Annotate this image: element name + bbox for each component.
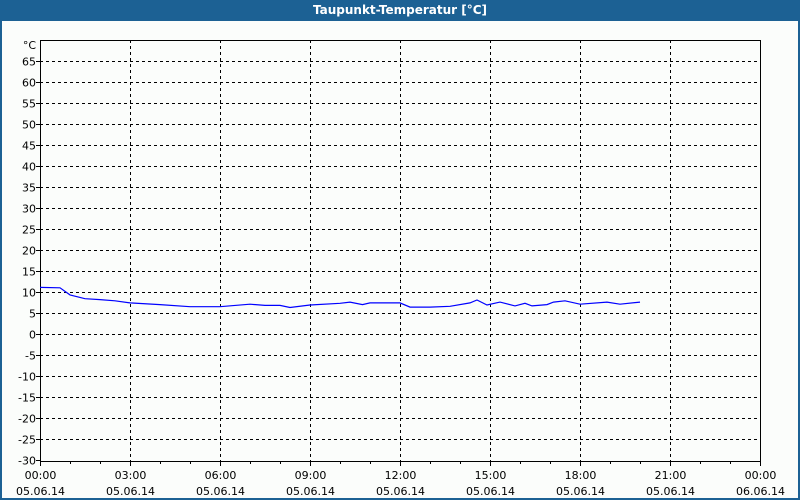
y-tick-label: 5	[29, 308, 36, 321]
x-tick-time: 00:00	[25, 469, 57, 482]
x-tick-date: 05.06.14	[556, 485, 605, 498]
x-tick-time: 15:00	[475, 469, 507, 482]
y-tick-label: -15	[18, 392, 36, 405]
y-tick-label: 45	[22, 140, 36, 153]
x-tick-time: 06:00	[205, 469, 237, 482]
y-tick-label: 55	[22, 98, 36, 111]
window-title: Taupunkt-Temperatur [°C]	[2, 0, 798, 21]
y-tick-label: 25	[22, 224, 36, 237]
y-axis-unit: °C	[23, 39, 37, 52]
x-tick-date: 05.06.14	[646, 485, 695, 498]
y-tick-label: 20	[22, 245, 36, 258]
x-tick-time: 18:00	[565, 469, 597, 482]
x-tick-time: 21:00	[655, 469, 687, 482]
x-tick-date: 05.06.14	[16, 485, 65, 498]
y-tick-label: 15	[22, 266, 36, 279]
x-tick-date: 05.06.14	[466, 485, 515, 498]
x-tick-date: 05.06.14	[196, 485, 245, 498]
y-tick-label: -25	[18, 434, 36, 447]
x-tick-date: 05.06.14	[376, 485, 425, 498]
x-tick-date: 06.06.14	[736, 485, 785, 498]
y-tick-label: 40	[22, 161, 36, 174]
y-tick-label: 35	[22, 182, 36, 195]
y-tick-label: -30	[18, 455, 36, 468]
y-tick-label: 10	[22, 287, 36, 300]
y-tick-label: -20	[18, 413, 36, 426]
y-tick-label: 50	[22, 119, 36, 132]
dewpoint-series-line	[39, 286, 641, 309]
y-tick-label: 65	[22, 56, 36, 69]
x-tick-time: 12:00	[385, 469, 417, 482]
y-tick-label: -5	[25, 350, 36, 363]
y-tick-label: -10	[18, 371, 36, 384]
plot-frame	[40, 40, 761, 462]
x-tick-date: 05.06.14	[106, 485, 155, 498]
x-tick-time: 03:00	[115, 469, 147, 482]
x-tick-time: 00:00	[745, 469, 777, 482]
x-tick-date: 05.06.14	[286, 485, 335, 498]
x-tick-time: 09:00	[295, 469, 327, 482]
y-tick-label: 30	[22, 203, 36, 216]
y-tick-label: 0	[29, 329, 36, 342]
y-tick-label: 60	[22, 77, 36, 90]
